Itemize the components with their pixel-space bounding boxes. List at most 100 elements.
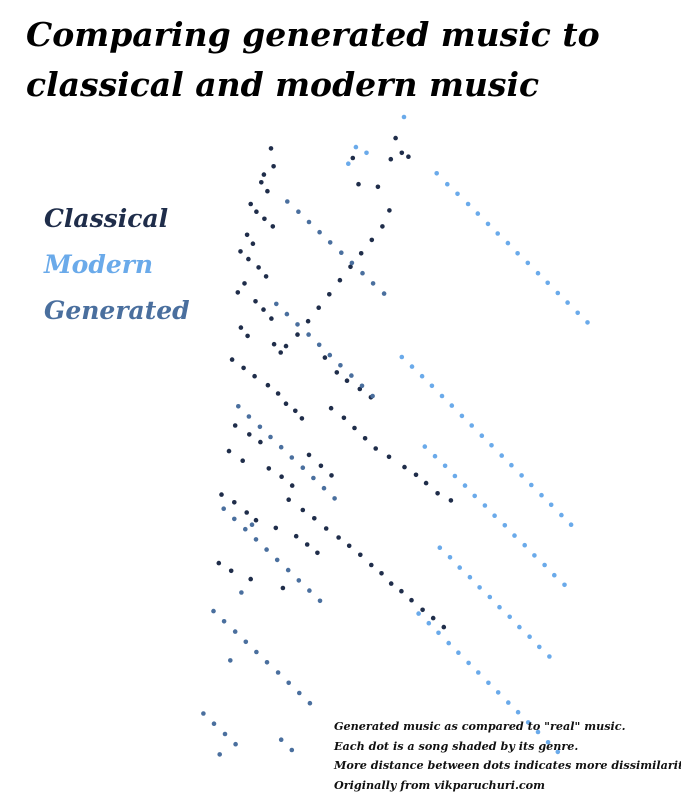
data-point (257, 424, 263, 430)
data-point (437, 545, 443, 550)
data-point (486, 680, 491, 686)
data-point (457, 565, 463, 570)
data-point (318, 463, 324, 469)
data-point (259, 180, 264, 185)
legend-item-classical: Classical (44, 204, 169, 233)
data-point (284, 311, 290, 317)
caption-line: Originally from vikparuchuri.com (334, 777, 545, 792)
data-point (266, 466, 272, 471)
data-point (254, 209, 259, 214)
data-point (505, 240, 511, 246)
data-point (350, 155, 356, 161)
data-point (327, 292, 332, 297)
data-point (487, 594, 493, 600)
data-point (317, 229, 322, 235)
data-point (535, 729, 541, 735)
data-point (388, 156, 394, 162)
data-point (420, 607, 425, 613)
data-point (216, 560, 222, 566)
data-point (295, 322, 300, 327)
data-point (336, 535, 341, 540)
data-point (307, 588, 312, 593)
data-point (239, 590, 244, 595)
data-point (467, 574, 473, 580)
data-point (278, 350, 284, 355)
data-point (447, 555, 453, 560)
data-point (293, 533, 299, 539)
data-point (228, 568, 234, 574)
data-point (459, 413, 465, 419)
data-point (462, 483, 468, 488)
data-point (274, 557, 280, 563)
data-point (312, 516, 317, 521)
data-point (270, 224, 276, 229)
data-point (393, 135, 398, 141)
data-point (446, 640, 452, 646)
data-point (274, 301, 279, 307)
data-point (329, 473, 334, 478)
data-point (413, 472, 419, 478)
data-point (357, 386, 363, 392)
data-point (283, 401, 289, 407)
data-point (238, 325, 244, 330)
data-point (358, 251, 364, 256)
data-point (515, 709, 521, 715)
data-point (441, 624, 447, 630)
data-point (232, 516, 237, 522)
data-point (249, 522, 255, 527)
data-point (539, 492, 544, 498)
data-point (370, 393, 375, 399)
data-point (241, 365, 246, 371)
data-point (317, 598, 323, 604)
data-point (332, 496, 337, 501)
data-point (548, 502, 554, 508)
data-point (373, 446, 379, 451)
data-point (278, 444, 284, 450)
data-point (426, 620, 432, 626)
data-point (307, 700, 313, 706)
legend: Classical Modern Generated (44, 200, 190, 338)
data-point (244, 510, 249, 515)
data-point (300, 465, 306, 471)
data-point (375, 184, 381, 190)
data-point (296, 578, 302, 583)
data-point (545, 740, 551, 745)
data-point (337, 277, 343, 283)
data-point (537, 644, 542, 650)
data-point (219, 492, 224, 497)
data-point (348, 264, 353, 270)
data-point (271, 341, 277, 347)
data-point (221, 506, 226, 512)
data-point (469, 423, 475, 428)
data-point (265, 382, 271, 388)
series-classical (216, 135, 454, 630)
data-point (246, 256, 251, 262)
data-point (275, 670, 281, 675)
data-point (435, 491, 440, 496)
data-point (445, 181, 450, 187)
data-point (269, 316, 274, 321)
data-point (399, 150, 405, 156)
data-point (456, 650, 461, 655)
data-point (217, 752, 222, 757)
data-point (360, 270, 365, 276)
data-point (238, 249, 243, 254)
data-point (344, 378, 350, 384)
data-point (369, 237, 375, 243)
chart-title: Comparing generated music to classical a… (26, 15, 600, 104)
data-point (387, 208, 392, 213)
data-point (250, 241, 256, 246)
data-point (306, 452, 312, 458)
data-point (434, 171, 440, 176)
data-point (455, 191, 460, 197)
data-point (532, 553, 537, 558)
data-point (515, 251, 520, 256)
data-point (263, 274, 269, 279)
data-point (264, 660, 270, 665)
data-point (211, 721, 217, 726)
data-point (386, 454, 392, 460)
data-point (442, 463, 448, 469)
data-point (402, 464, 407, 470)
data-point (495, 690, 501, 695)
data-point (232, 629, 238, 634)
